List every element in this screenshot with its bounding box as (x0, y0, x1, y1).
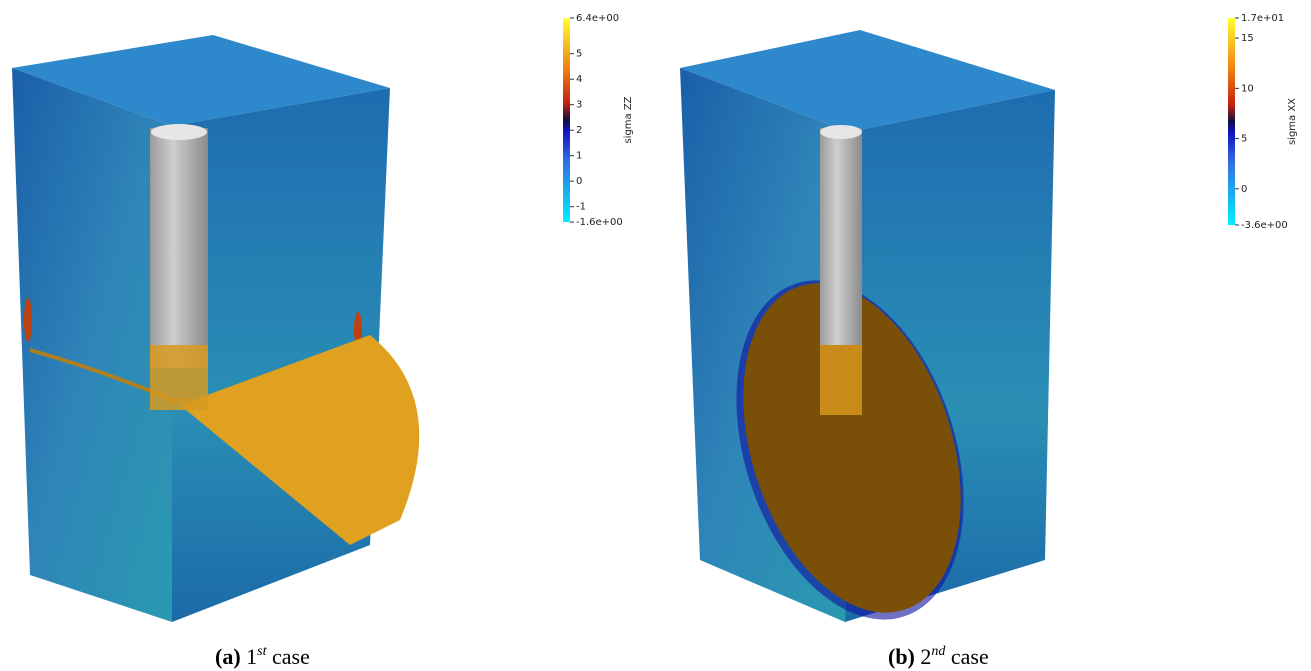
colorbar-title: sigma ZZ (623, 96, 634, 143)
colorbar-tick-label: 4 (576, 74, 582, 85)
colorbar-tick-label: -1 (576, 202, 586, 213)
colorbar-tick-label: 5 (576, 49, 582, 60)
colorbar-tick-label: 1 (576, 151, 582, 162)
colorbar-tick-label: 10 (1241, 83, 1254, 94)
figure: -1.6e+00 -1 0 1 2 3 4 5 6.4e+00 sigma ZZ -3.6e+00 0… (0, 0, 1311, 671)
model-a (12, 35, 419, 622)
colorbar (1228, 18, 1235, 225)
colorbar (563, 18, 570, 222)
colorbar-tick-label: 0 (1241, 184, 1247, 195)
colorbar-tick-label: 3 (576, 100, 582, 111)
colorbar-title: sigma XX (1287, 98, 1298, 145)
colorbar-tick-label: 0 (576, 176, 582, 187)
model-b (680, 30, 1055, 649)
colorbar-tick-label: -1.6e+00 (576, 217, 623, 228)
colorbar-tick-label: 2 (576, 125, 582, 136)
colorbar-tick-label: 5 (1241, 134, 1247, 145)
caption: (b) 2nd case (888, 635, 989, 669)
caption: (a) 1st case (215, 635, 310, 669)
colorbar-tick-label: 1.7e+01 (1241, 13, 1284, 24)
colorbar-tick-label: 6.4e+00 (576, 13, 619, 24)
colorbar-tick-label: -3.6e+00 (1241, 220, 1288, 231)
colorbar-tick-label: 15 (1241, 33, 1254, 44)
